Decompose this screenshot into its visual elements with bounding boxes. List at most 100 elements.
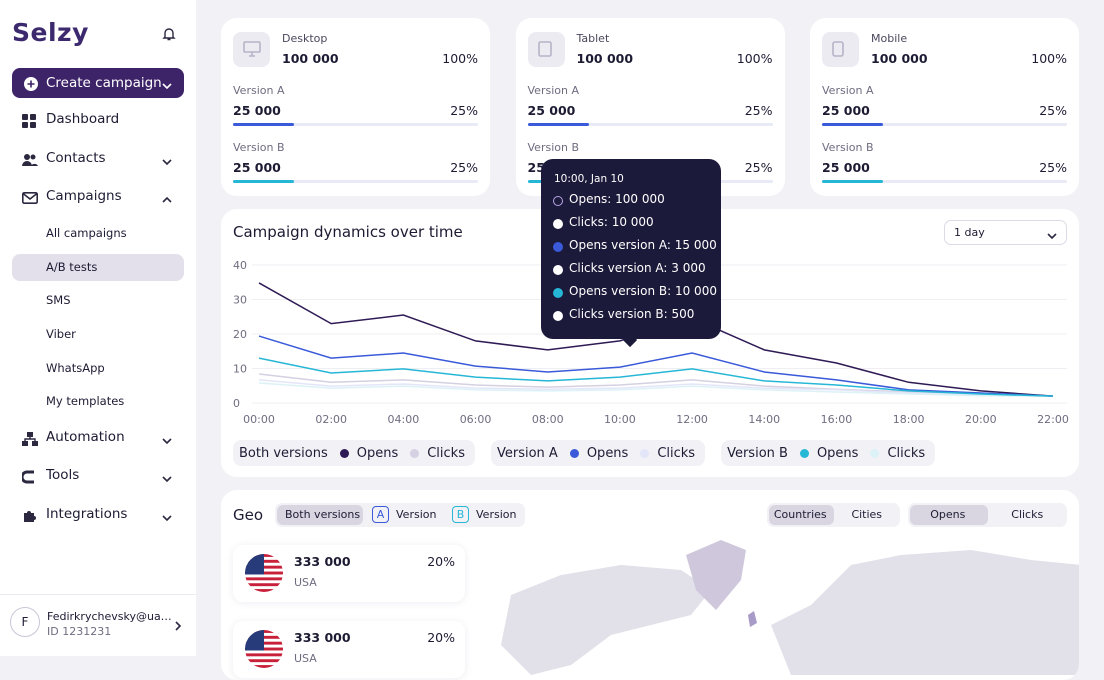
version-label: Version B	[527, 141, 580, 154]
legend-label[interactable]: Opens	[816, 445, 859, 461]
tab[interactable]: Both versions	[285, 508, 361, 521]
progress-track	[822, 180, 1067, 183]
tab[interactable]: Version	[476, 508, 517, 521]
nav-item[interactable]: Dashboard	[46, 111, 120, 127]
icon	[22, 508, 36, 527]
icon-part	[24, 154, 30, 160]
geo-value: 333 000	[294, 554, 351, 569]
legend-label[interactable]: Clicks	[427, 445, 465, 461]
geo-row: 333 000 20% USA	[233, 545, 465, 602]
sub-nav-item[interactable]: All campaigns	[46, 226, 127, 240]
nav-item[interactable]: Tools	[46, 467, 80, 483]
icon	[22, 113, 36, 132]
sub-nav-item[interactable]: WhatsApp	[46, 361, 105, 375]
create-campaign-button[interactable]: Create campaign	[12, 68, 184, 98]
version-value: 25 000	[233, 160, 281, 175]
icon-part	[245, 630, 283, 668]
progress-bar	[527, 123, 589, 126]
legend-dot	[799, 448, 809, 458]
icon-part	[249, 52, 255, 57]
icon-part	[22, 432, 38, 446]
avatar: F	[10, 607, 40, 637]
selected-highlight	[12, 254, 184, 281]
device-total-percent: 100%	[1031, 51, 1067, 66]
tab[interactable]: Clicks	[1011, 508, 1044, 521]
version-value: 25 000	[822, 160, 870, 175]
legend-label[interactable]: Opens	[586, 445, 629, 461]
progress-track	[233, 123, 478, 126]
icon-part	[22, 122, 28, 128]
icon-part	[162, 83, 172, 90]
icon	[243, 41, 261, 61]
icon-part	[27, 80, 35, 88]
sub-nav-item[interactable]: Viber	[46, 327, 76, 341]
icon-part	[175, 621, 182, 631]
legend-label[interactable]: Clicks	[887, 445, 926, 461]
legend: Both versions Opens Clicks Version A Opens Cl…	[233, 440, 936, 466]
tab[interactable]: Opens	[930, 508, 966, 521]
device-total-percent: 100%	[736, 51, 773, 66]
device-total: 100 000	[576, 51, 634, 66]
x-tick-label: 10:00	[604, 413, 636, 426]
tab[interactable]: Countries	[773, 508, 827, 521]
version-badge: B	[452, 506, 469, 523]
icon-part	[27, 432, 33, 437]
nav-item[interactable]: Contacts	[46, 150, 106, 166]
page: Selzy Create campaign Dashboard Contacts Cam…	[0, 0, 1079, 680]
version-value: 25 000	[822, 103, 870, 118]
icon-part	[245, 554, 283, 592]
y-tick-label: 30	[233, 294, 247, 307]
icon-part	[24, 437, 36, 441]
user-email: Fedirkrychevsky@ua…	[47, 610, 172, 623]
sub-nav-item[interactable]: A/B tests	[46, 260, 98, 274]
sub-nav-item[interactable]: My templates	[46, 394, 125, 408]
x-tick-label: 22:00	[1037, 413, 1069, 426]
sub-nav-item[interactable]: SMS	[46, 293, 71, 307]
chart-title: Campaign dynamics over time	[233, 223, 463, 241]
x-tick-label: 06:00	[460, 413, 492, 426]
version-badge: A	[372, 506, 389, 523]
greenland	[686, 540, 746, 610]
legend-group: Version A Opens Clicks	[490, 440, 706, 466]
icon-part	[24, 77, 38, 91]
nav-item[interactable]: Integrations	[46, 506, 128, 522]
icon-part	[243, 41, 261, 57]
tab[interactable]: Cities	[851, 508, 883, 521]
version-percent: 25%	[1039, 160, 1067, 175]
icon-part	[537, 41, 552, 57]
icon-part	[22, 154, 38, 166]
version-label: Version A	[233, 84, 285, 97]
icon	[161, 470, 173, 489]
version-label: Version A	[822, 84, 874, 97]
landmass	[771, 550, 1079, 675]
tooltip-item: Clicks version B: 500	[569, 307, 695, 321]
device-total: 100 000	[282, 51, 339, 66]
legend-dot	[569, 448, 579, 458]
nav-item[interactable]: Campaigns	[46, 188, 122, 204]
version-value: 25 000	[527, 103, 576, 118]
nav-item[interactable]: Automation	[46, 429, 125, 445]
tooltip-item: Opens: 100 000	[569, 192, 665, 206]
progress-track	[527, 123, 773, 126]
world-map	[501, 540, 1079, 675]
icon-part	[245, 630, 264, 651]
tooltip-dot	[553, 311, 563, 321]
icon-part	[245, 630, 283, 668]
y-tick-label: 20	[233, 328, 247, 341]
x-tick-label: 00:00	[243, 413, 275, 426]
legend-label[interactable]: Clicks	[657, 445, 696, 461]
legend-label[interactable]: Opens	[356, 445, 399, 461]
period-select[interactable]: 1 day	[944, 220, 1067, 245]
tab[interactable]: Version	[396, 508, 437, 521]
geo-panel: Geo Both versions A Version B Version Countrie…	[221, 490, 1079, 680]
icon	[22, 431, 38, 450]
y-tick-label: 40	[233, 259, 247, 272]
icon-part	[22, 441, 28, 446]
icon-part	[245, 659, 283, 663]
icon-part	[22, 192, 38, 201]
icon-part	[245, 653, 283, 657]
tooltip-dot	[553, 242, 563, 252]
icon-part	[20, 470, 34, 484]
legend-group-name: Version A	[496, 445, 558, 461]
icon-part	[162, 515, 172, 522]
